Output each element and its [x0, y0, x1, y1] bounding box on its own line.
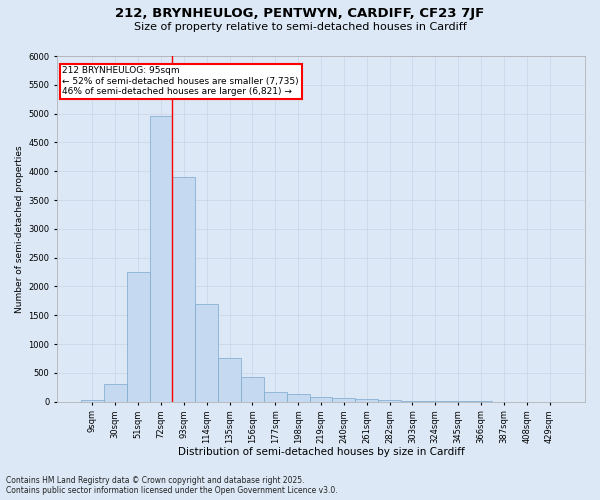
Bar	[378, 400, 401, 402]
Bar	[218, 358, 241, 402]
Bar	[332, 398, 355, 402]
Bar	[81, 400, 104, 402]
Bar	[424, 401, 446, 402]
Text: Contains HM Land Registry data © Crown copyright and database right 2025.
Contai: Contains HM Land Registry data © Crown c…	[6, 476, 338, 495]
Bar	[172, 177, 195, 402]
Bar	[401, 401, 424, 402]
Text: 212, BRYNHEULOG, PENTWYN, CARDIFF, CF23 7JF: 212, BRYNHEULOG, PENTWYN, CARDIFF, CF23 …	[115, 8, 485, 20]
Bar	[355, 399, 378, 402]
Bar	[287, 394, 310, 402]
Bar	[264, 392, 287, 402]
Y-axis label: Number of semi-detached properties: Number of semi-detached properties	[15, 145, 24, 312]
Bar	[127, 272, 149, 402]
Bar	[149, 116, 172, 402]
Text: 212 BRYNHEULOG: 95sqm
← 52% of semi-detached houses are smaller (7,735)
46% of s: 212 BRYNHEULOG: 95sqm ← 52% of semi-deta…	[62, 66, 299, 96]
Bar	[310, 397, 332, 402]
Bar	[241, 377, 264, 402]
Bar	[104, 384, 127, 402]
Bar	[195, 304, 218, 402]
X-axis label: Distribution of semi-detached houses by size in Cardiff: Distribution of semi-detached houses by …	[178, 448, 464, 458]
Text: Size of property relative to semi-detached houses in Cardiff: Size of property relative to semi-detach…	[134, 22, 466, 32]
